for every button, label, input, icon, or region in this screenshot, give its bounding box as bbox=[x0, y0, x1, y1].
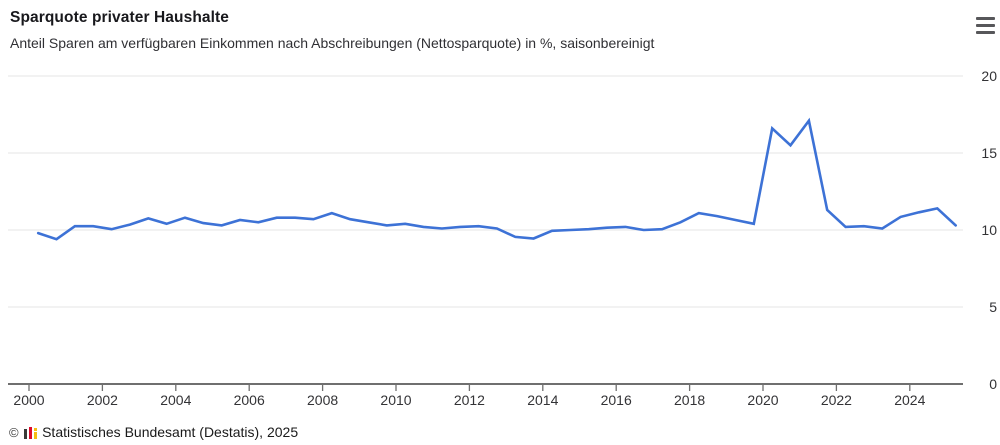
logo-bar-gold bbox=[33, 427, 38, 439]
menu-bar bbox=[976, 23, 995, 28]
source-attribution: © Statistisches Bundesamt (Destatis), 20… bbox=[9, 423, 298, 441]
hamburger-menu-icon[interactable] bbox=[976, 16, 996, 35]
copyright-symbol: © bbox=[9, 424, 19, 440]
source-text: Statistisches Bundesamt (Destatis), 2025 bbox=[42, 424, 299, 440]
chart-subtitle: Anteil Sparen am verfügbaren Einkommen n… bbox=[10, 35, 655, 51]
menu-bar bbox=[976, 17, 995, 21]
destatis-logo-icon bbox=[23, 426, 38, 439]
page-title: Sparquote privater Haushalte bbox=[10, 9, 229, 26]
logo-bar-black bbox=[23, 428, 28, 439]
logo-bar-red bbox=[28, 426, 33, 439]
menu-bar bbox=[976, 30, 995, 34]
